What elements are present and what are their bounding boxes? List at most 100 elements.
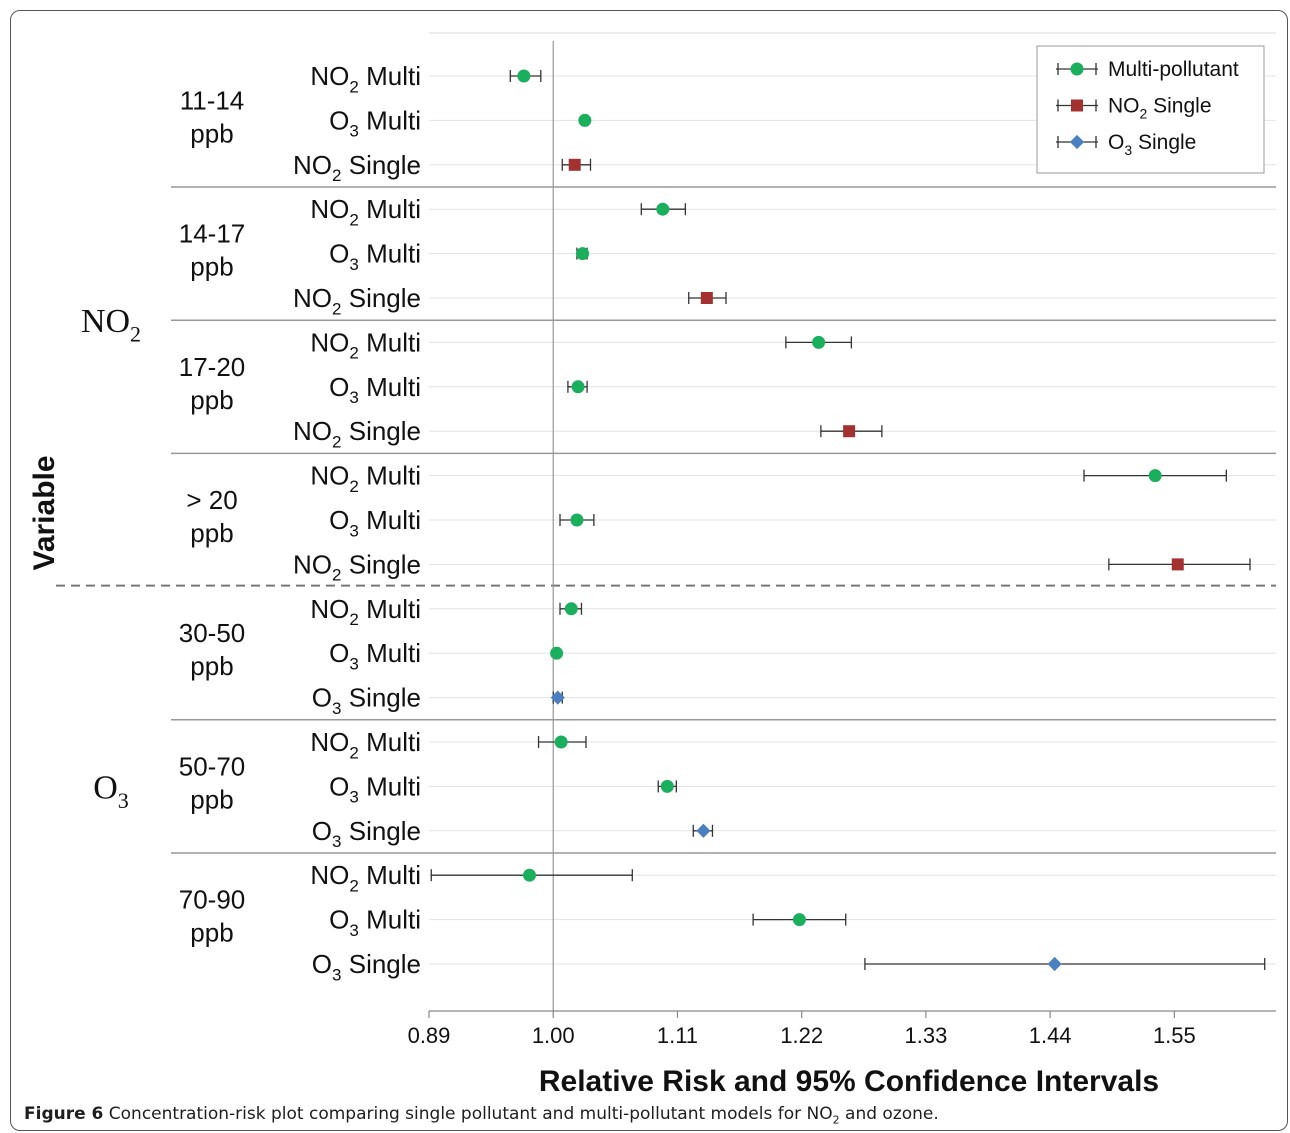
row-label-subscript: 2 [349, 610, 358, 629]
row-label-part: Multi [359, 727, 421, 757]
row-label-part: NO [310, 194, 349, 224]
row-label-part: NO [310, 61, 349, 91]
bin-label-range: 50-70 [179, 751, 246, 781]
row-label: NO2 Single [293, 283, 421, 318]
row-label-part: O [329, 239, 349, 269]
row-label: O3 Multi [329, 239, 421, 274]
row-label-subscript: 2 [349, 210, 358, 229]
point-estimate-no2single [843, 425, 856, 438]
row-label-part: NO [293, 549, 332, 579]
row-label-part: Multi [359, 239, 421, 269]
point-estimate-multi [564, 602, 578, 616]
x-tick-label: 1.11 [657, 1023, 698, 1048]
caption-figure-number: Figure 6 [24, 1104, 104, 1124]
row-label-part: Multi [359, 105, 421, 135]
row-label-subscript: 3 [349, 255, 358, 274]
figure-frame: NO2 Multi O3 Multi NO2 Single NO2 Multi O3 M… [10, 10, 1288, 1131]
point-estimate-multi [550, 646, 564, 660]
row-label: NO2 Single [293, 416, 421, 451]
row-label-subscript: 2 [349, 477, 358, 496]
row-label-part: O [329, 105, 349, 135]
row-label-part: NO [293, 150, 332, 180]
caption-subscript: 2 [832, 1113, 840, 1127]
row-label-part: Single [342, 416, 422, 446]
row-label-subscript: 2 [332, 566, 341, 585]
row-label-part: NO [310, 327, 349, 357]
row-label-part: O [329, 638, 349, 668]
y-axis-title: Variable [28, 455, 61, 570]
bin-label-unit: ppb [190, 518, 233, 548]
row-label: O3 Single [312, 949, 421, 984]
row-label-part: Multi [359, 372, 421, 402]
bin-label-unit: ppb [190, 784, 233, 814]
x-tick-label: 1.00 [532, 1023, 575, 1048]
row-label-subscript: 3 [349, 388, 358, 407]
point-estimate-no2single [700, 292, 713, 304]
bin-label-unit: ppb [190, 252, 233, 282]
row-label-part: Multi [359, 594, 421, 624]
row-label-part: Multi [359, 194, 421, 224]
group-label-part: O [93, 769, 118, 806]
row-label-part: NO [293, 283, 332, 313]
row-label-part: NO [310, 727, 349, 757]
bin-label-unit: ppb [190, 918, 233, 948]
bin-label-range: 14-17 [179, 219, 246, 249]
row-label-part: Single [342, 683, 422, 713]
x-tick-label: 1.22 [780, 1023, 823, 1048]
row-label-subscript: 2 [332, 166, 341, 185]
row-label-part: Multi [359, 461, 421, 491]
point-estimate-multi [656, 202, 670, 216]
row-label-part: O [329, 905, 349, 935]
group-label: O3 [93, 769, 129, 813]
row-label: NO2 Single [293, 549, 421, 584]
legend-label-multi-part: Multi-pollutant [1108, 58, 1239, 81]
point-estimate-multi [1148, 469, 1162, 483]
row-label-part: Single [342, 150, 422, 180]
row-label: O3 Multi [329, 638, 421, 673]
point-estimate-multi [660, 779, 674, 793]
point-estimate-o3single [1047, 956, 1062, 972]
row-label-subscript: 3 [332, 832, 341, 851]
legend-label-o3single-part: O [1108, 131, 1124, 154]
legend-marker-multi [1070, 62, 1084, 76]
row-label-part: O [312, 816, 332, 846]
row-label: O3 Multi [329, 105, 421, 140]
row-label-part: Multi [359, 327, 421, 357]
legend-label-o3single-part: Single [1132, 131, 1196, 154]
bin-label-unit: ppb [190, 651, 233, 681]
point-estimate-no2single [568, 158, 581, 171]
row-label-part: NO [293, 416, 332, 446]
row-label: O3 Multi [329, 372, 421, 407]
row-label-subscript: 2 [332, 432, 341, 451]
bin-label-range: 30-50 [179, 618, 246, 648]
group-label-subscript: 3 [118, 788, 129, 813]
legend-marker-o3single [1069, 134, 1085, 150]
row-label-subscript: 3 [332, 965, 341, 984]
row-label-part: NO [310, 860, 349, 890]
legend-label-no2single: NO2 Single [1108, 95, 1212, 122]
row-label-subscript: 2 [349, 344, 358, 363]
row-label-part: O [329, 771, 349, 801]
row-label-part: Single [342, 816, 422, 846]
bin-label-range: 11-14 [180, 85, 245, 115]
point-estimate-multi [812, 335, 826, 349]
row-label-part: O [329, 505, 349, 535]
row-label: NO2 Multi [310, 860, 421, 895]
x-tick-label: 1.55 [1153, 1023, 1196, 1048]
bin-label-unit: ppb [190, 385, 233, 415]
row-label-subscript: 3 [349, 788, 358, 807]
row-label: NO2 Multi [310, 194, 421, 229]
row-label-part: NO [310, 594, 349, 624]
figure-caption: Figure 6 Concentration-risk plot compari… [24, 1104, 939, 1126]
row-label-part: O [312, 949, 332, 979]
bin-label-range: > 20 [186, 485, 237, 515]
point-estimate-multi [554, 735, 568, 749]
row-label-subscript: 2 [349, 876, 358, 895]
group-label-part: NO [81, 303, 130, 340]
bin-label-range: 17-20 [179, 352, 246, 382]
legend-label-o3single-subscript: 3 [1124, 142, 1132, 158]
row-label-part: Multi [359, 505, 421, 535]
legend-marker-no2single [1071, 99, 1083, 112]
row-label: O3 Multi [329, 905, 421, 940]
x-tick-label: 1.33 [904, 1023, 947, 1048]
